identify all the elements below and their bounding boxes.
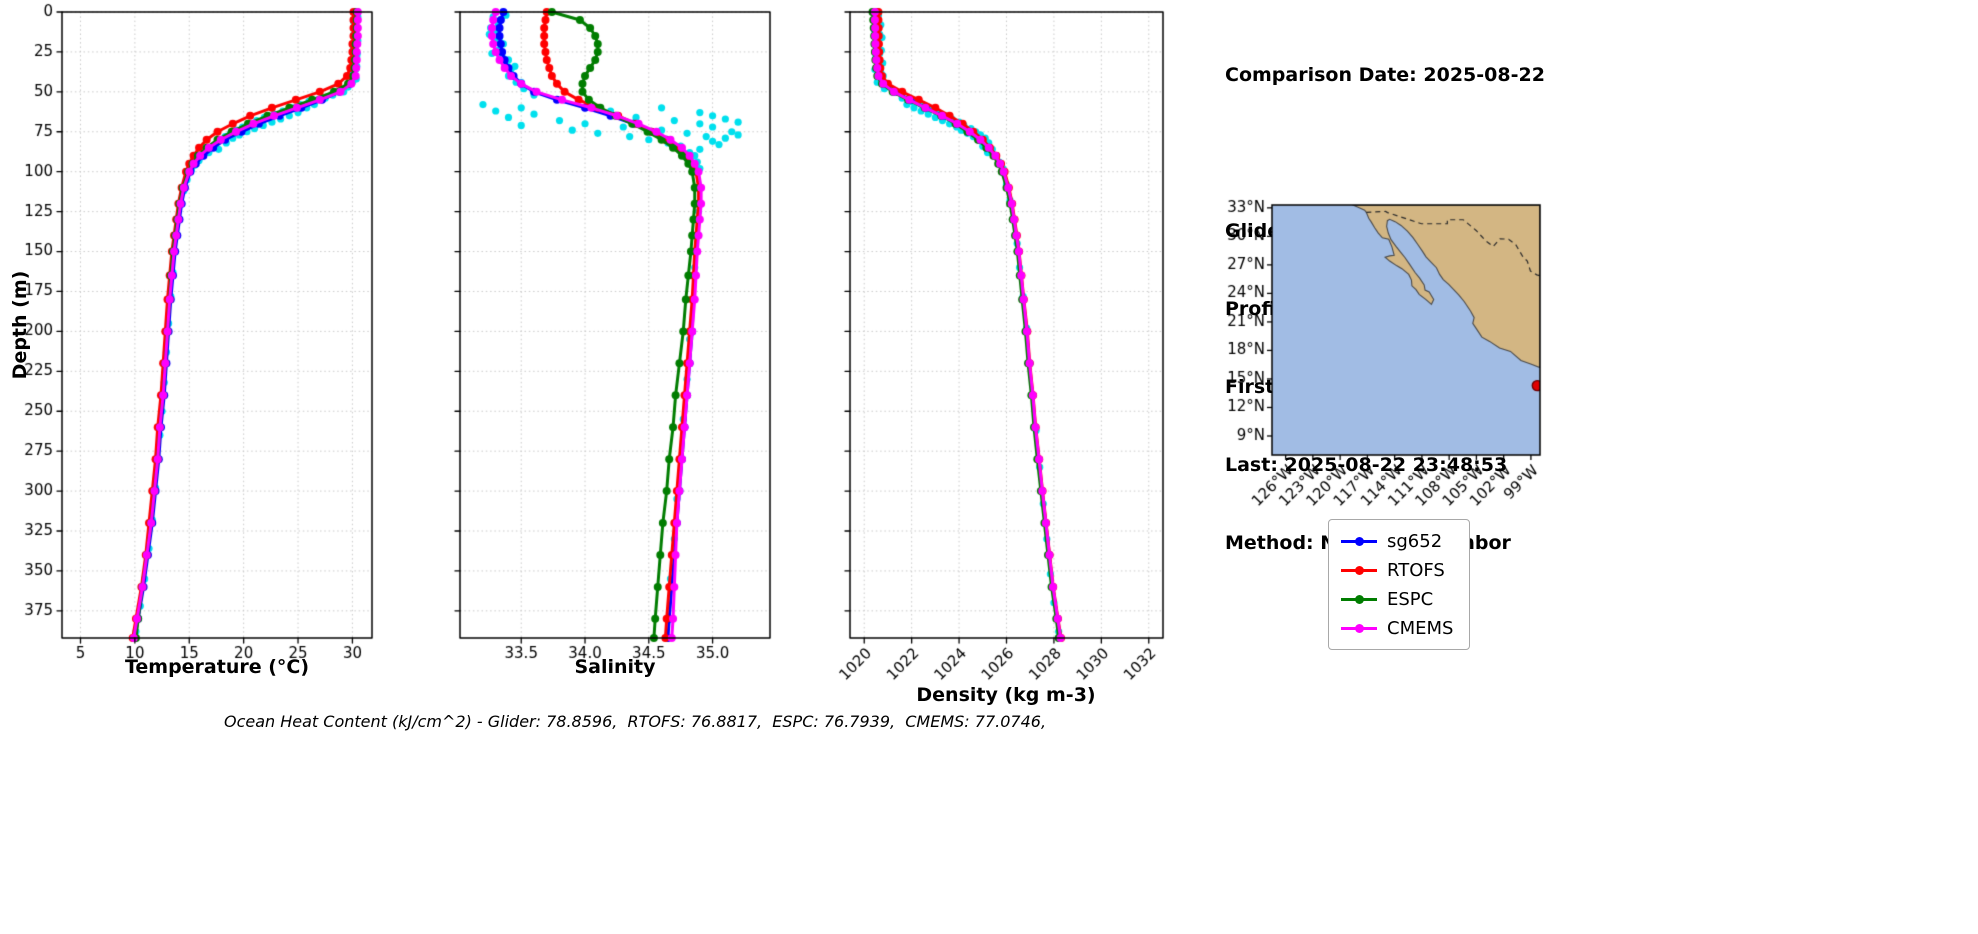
legend-marker-rtofs [1341, 558, 1377, 582]
comparison-date-text: Comparison Date: 2025-08-22 [1225, 64, 1545, 86]
temperature-axis-label: Temperature (°C) [124, 656, 310, 678]
legend-label-espc: ESPC [1387, 588, 1434, 610]
legend-label-rtofs: RTOFS [1387, 559, 1445, 581]
legend-marker-cmems [1341, 616, 1377, 640]
depth-axis-label: Depth (m) [9, 270, 31, 380]
legend-item-sg652: sg652 [1341, 529, 1453, 553]
legend-label-cmems: CMEMS [1387, 617, 1454, 639]
legend-item-espc: ESPC [1341, 587, 1453, 611]
legend-item-rtofs: RTOFS [1341, 558, 1453, 582]
ocean-heat-content-footer: Ocean Heat Content (kJ/cm^2) - Glider: 7… [223, 712, 1047, 731]
legend: sg652 RTOFS ESPC CMEMS [1328, 519, 1471, 650]
legend-label-sg652: sg652 [1387, 530, 1443, 552]
legend-item-cmems: CMEMS [1341, 616, 1453, 640]
location-map [1220, 190, 1600, 530]
temperature-profile-chart [0, 0, 400, 700]
salinity-profile-chart [400, 0, 800, 700]
density-axis-label: Density (kg m-3) [916, 684, 1096, 706]
legend-marker-espc [1341, 587, 1377, 611]
legend-marker-sg652 [1341, 529, 1377, 553]
density-profile-chart [800, 0, 1200, 710]
salinity-axis-label: Salinity [574, 656, 656, 678]
